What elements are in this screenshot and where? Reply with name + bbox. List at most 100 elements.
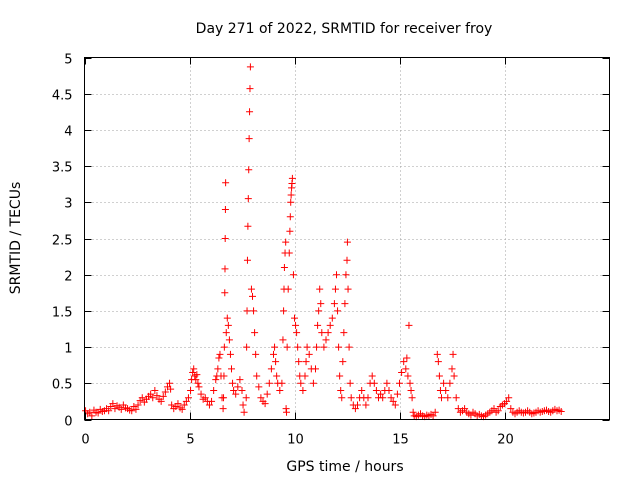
data-point — [132, 405, 140, 413]
data-point — [220, 394, 228, 402]
data-point — [244, 222, 252, 230]
data-point — [194, 379, 202, 387]
y-tick-label: 1 — [64, 342, 72, 357]
data-point — [429, 412, 437, 420]
data-point — [490, 405, 498, 413]
y-tick-label: 2.5 — [52, 234, 73, 249]
data-point — [387, 394, 395, 402]
data-point — [435, 372, 443, 380]
data-point — [448, 365, 456, 373]
data-point — [406, 379, 414, 387]
data-points — [82, 63, 565, 421]
data-point — [276, 387, 284, 395]
data-point — [333, 271, 340, 279]
data-point — [337, 387, 345, 395]
data-point — [305, 350, 313, 358]
data-point — [220, 372, 228, 380]
data-point — [167, 385, 175, 393]
data-point — [316, 285, 324, 293]
data-point — [161, 388, 169, 396]
data-point — [86, 408, 94, 416]
data-point — [362, 401, 370, 409]
y-tick-labels: 0 0.5 1 1.5 2 2.5 3 3.5 4 4.5 5 — [52, 53, 73, 430]
data-point — [328, 314, 336, 322]
data-point — [341, 300, 349, 308]
data-point — [246, 63, 254, 71]
data-point — [335, 343, 343, 351]
data-point — [208, 397, 216, 405]
data-point — [400, 358, 408, 366]
data-point — [557, 408, 565, 416]
chart-title: Day 271 of 2022, SRMTID for receiver fro… — [196, 21, 493, 37]
data-point — [263, 390, 271, 398]
data-point — [317, 300, 325, 308]
y-tick-label: 0 — [64, 415, 72, 430]
data-point — [326, 321, 334, 329]
data-point — [279, 336, 287, 344]
x-axis-label: GPS time / hours — [286, 459, 403, 475]
data-point — [184, 394, 192, 402]
data-point — [301, 372, 309, 380]
data-point — [449, 350, 457, 358]
data-point — [270, 350, 277, 358]
plot-frame — [84, 57, 610, 420]
data-point — [408, 394, 416, 402]
data-point — [315, 307, 323, 315]
data-point — [214, 365, 222, 373]
data-point — [402, 365, 410, 373]
data-point — [168, 401, 176, 409]
data-point — [187, 387, 195, 395]
data-point — [433, 350, 441, 358]
data-point — [261, 400, 269, 408]
data-point — [197, 390, 205, 398]
data-point — [294, 343, 302, 351]
data-point — [149, 394, 157, 402]
data-point — [339, 358, 347, 366]
data-point — [336, 372, 344, 380]
data-point — [273, 372, 281, 380]
data-point — [105, 407, 113, 415]
data-point — [212, 376, 220, 384]
data-point — [236, 376, 244, 384]
data-point — [407, 387, 415, 395]
grid-lines — [84, 57, 610, 420]
data-point — [343, 238, 351, 246]
data-point — [314, 321, 322, 329]
data-point — [239, 401, 247, 409]
data-point — [434, 358, 442, 366]
data-point — [134, 401, 142, 409]
data-point — [221, 265, 229, 273]
data-point — [299, 387, 307, 395]
data-point — [507, 405, 515, 413]
data-point — [251, 329, 259, 337]
data-point — [351, 405, 359, 413]
data-point — [232, 390, 240, 398]
data-point — [278, 379, 286, 387]
data-point — [444, 394, 452, 402]
data-point — [253, 372, 261, 380]
data-point — [151, 387, 159, 395]
data-point — [286, 227, 294, 235]
data-point — [255, 383, 263, 391]
data-point — [257, 394, 265, 402]
data-point — [450, 372, 458, 380]
data-point — [246, 108, 254, 116]
data-point — [284, 285, 292, 293]
data-point — [289, 271, 297, 279]
data-point — [393, 390, 401, 398]
x-tick-labels: 0 5 10 15 20 — [81, 433, 513, 448]
data-point — [283, 343, 291, 351]
data-point — [313, 343, 321, 351]
data-point — [195, 383, 203, 391]
data-point — [216, 350, 224, 358]
data-point — [88, 412, 96, 420]
data-point — [383, 379, 391, 387]
data-point — [243, 256, 251, 264]
data-point — [138, 394, 146, 402]
data-point — [287, 198, 295, 206]
data-point — [358, 387, 366, 395]
data-point — [303, 343, 311, 351]
data-point — [94, 409, 102, 417]
data-point — [250, 307, 258, 315]
